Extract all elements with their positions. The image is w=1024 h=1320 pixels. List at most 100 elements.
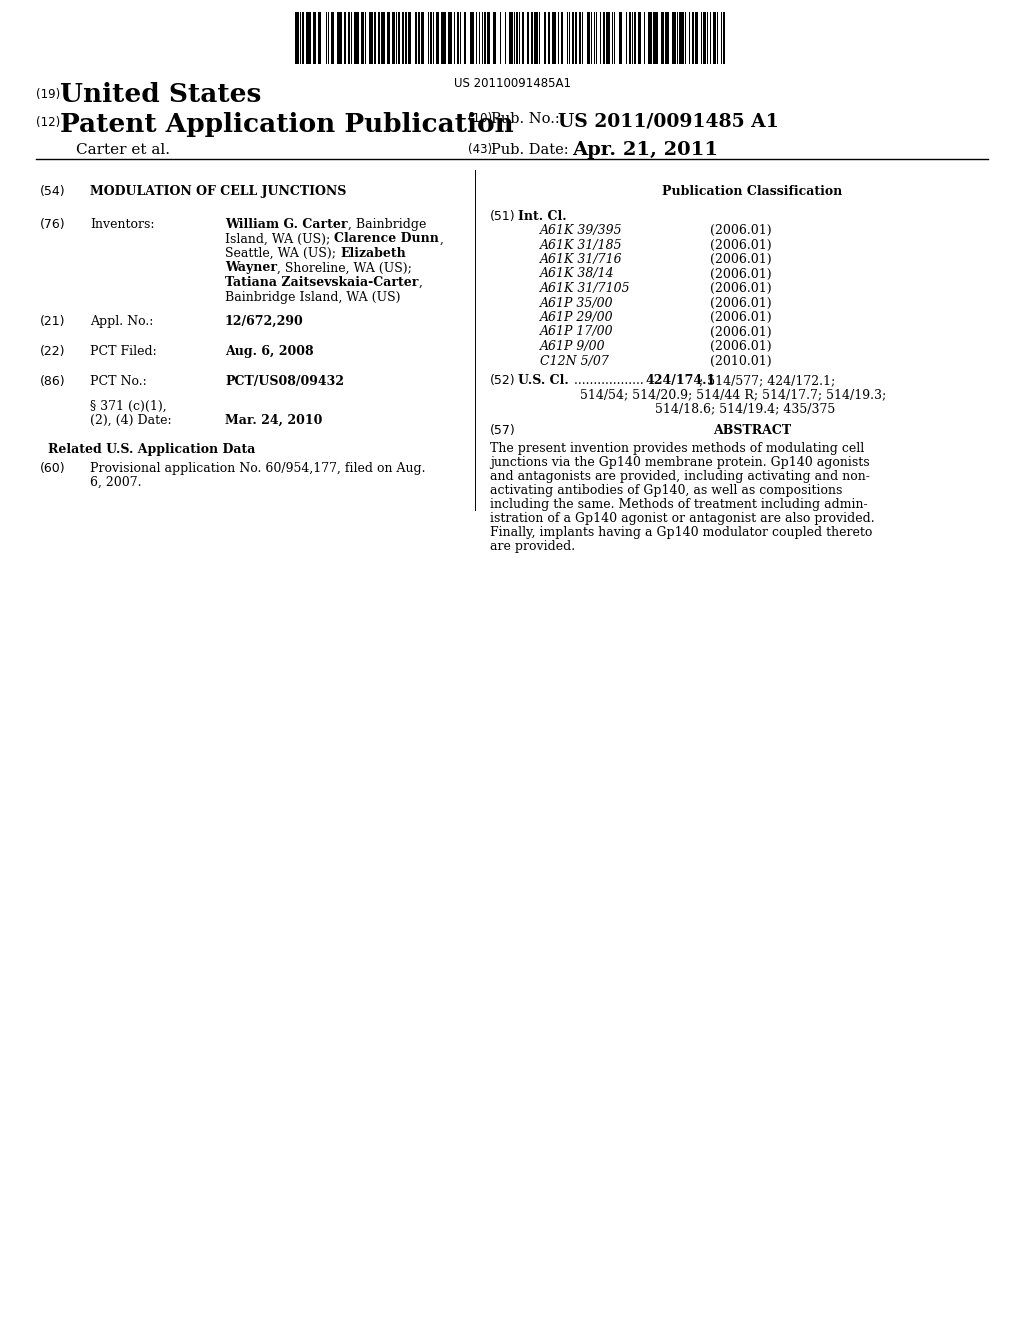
Text: Provisional application No. 60/954,177, filed on Aug.: Provisional application No. 60/954,177, … <box>90 462 426 475</box>
Text: and antagonists are provided, including activating and non-: and antagonists are provided, including … <box>490 470 869 483</box>
Text: activating antibodies of Gp140, as well as compositions: activating antibodies of Gp140, as well … <box>490 484 843 498</box>
Bar <box>470 12 474 63</box>
Bar <box>493 12 496 63</box>
Text: A61K 39/395: A61K 39/395 <box>540 224 623 238</box>
Text: The present invention provides methods of modulating cell: The present invention provides methods o… <box>490 442 864 455</box>
Bar <box>381 12 385 63</box>
Text: 514/18.6; 514/19.4; 435/375: 514/18.6; 514/19.4; 435/375 <box>655 403 836 414</box>
Text: C12N 5/07: C12N 5/07 <box>540 355 609 367</box>
Bar <box>552 12 556 63</box>
Text: (2006.01): (2006.01) <box>710 312 772 323</box>
Text: (12): (12) <box>36 116 60 129</box>
Text: (10): (10) <box>468 112 493 125</box>
Bar <box>648 12 652 63</box>
Text: (2006.01): (2006.01) <box>710 326 772 338</box>
Bar <box>587 12 590 63</box>
Bar <box>302 12 304 63</box>
Text: U.S. Cl.: U.S. Cl. <box>518 374 568 387</box>
Bar <box>579 12 581 63</box>
Bar <box>402 12 404 63</box>
Bar <box>544 12 546 63</box>
Text: Publication Classification: Publication Classification <box>662 185 842 198</box>
Text: (2006.01): (2006.01) <box>710 282 772 294</box>
Text: A61K 38/14: A61K 38/14 <box>540 268 614 281</box>
Text: Inventors:: Inventors: <box>90 218 155 231</box>
Bar <box>723 12 725 63</box>
Bar <box>618 12 622 63</box>
Text: ..................: .................. <box>570 374 648 387</box>
Text: (22): (22) <box>40 345 66 358</box>
Bar <box>306 12 311 63</box>
Bar <box>344 12 346 63</box>
Bar <box>441 12 446 63</box>
Text: (2010.01): (2010.01) <box>710 355 772 367</box>
Bar <box>449 12 452 63</box>
Bar <box>653 12 658 63</box>
Text: istration of a Gp140 agonist or antagonist are also provided.: istration of a Gp140 agonist or antagoni… <box>490 512 874 525</box>
Bar <box>531 12 534 63</box>
Text: ,: , <box>439 232 443 246</box>
Text: A61P 35/00: A61P 35/00 <box>540 297 613 309</box>
Text: A61K 31/716: A61K 31/716 <box>540 253 623 267</box>
Bar <box>695 12 698 63</box>
Text: 12/672,290: 12/672,290 <box>225 315 304 327</box>
Text: 6, 2007.: 6, 2007. <box>90 477 141 488</box>
Bar <box>418 12 420 63</box>
Text: (43): (43) <box>468 143 493 156</box>
Bar <box>703 12 706 63</box>
Text: Clarence Dunn: Clarence Dunn <box>334 232 439 246</box>
Bar <box>572 12 574 63</box>
Bar <box>534 12 538 63</box>
Bar <box>672 12 676 63</box>
Text: (54): (54) <box>40 185 66 198</box>
Text: junctions via the Gp140 membrane protein. Gp140 agonists: junctions via the Gp140 membrane protein… <box>490 455 869 469</box>
Text: (2006.01): (2006.01) <box>710 297 772 309</box>
Bar <box>421 12 424 63</box>
Bar <box>408 12 411 63</box>
Text: Bainbridge Island, WA (US): Bainbridge Island, WA (US) <box>225 290 400 304</box>
Text: Pub. Date:: Pub. Date: <box>490 143 568 157</box>
Text: ; 514/577; 424/172.1;: ; 514/577; 424/172.1; <box>699 374 836 387</box>
Text: (52): (52) <box>490 374 516 387</box>
Text: A61K 31/185: A61K 31/185 <box>540 239 623 252</box>
Text: Elizabeth: Elizabeth <box>340 247 406 260</box>
Bar <box>509 12 513 63</box>
Bar <box>484 12 486 63</box>
Text: Finally, implants having a Gp140 modulator coupled thereto: Finally, implants having a Gp140 modulat… <box>490 525 872 539</box>
Text: (2006.01): (2006.01) <box>710 239 772 252</box>
Text: A61P 17/00: A61P 17/00 <box>540 326 613 338</box>
Text: Patent Application Publication: Patent Application Publication <box>60 112 514 137</box>
Bar <box>527 12 529 63</box>
Bar <box>354 12 359 63</box>
Text: (57): (57) <box>490 424 516 437</box>
Text: Tatiana Zaitsevskaia-Carter: Tatiana Zaitsevskaia-Carter <box>225 276 419 289</box>
Bar <box>374 12 376 63</box>
Text: Island, WA (US);: Island, WA (US); <box>225 232 334 246</box>
Bar <box>606 12 610 63</box>
Bar <box>464 12 466 63</box>
Bar <box>369 12 373 63</box>
Bar <box>457 12 459 63</box>
Text: including the same. Methods of treatment including admin-: including the same. Methods of treatment… <box>490 498 867 511</box>
Bar <box>387 12 390 63</box>
Bar <box>378 12 380 63</box>
Bar <box>487 12 490 63</box>
Bar <box>575 12 577 63</box>
Bar <box>522 12 524 63</box>
Text: William G. Carter: William G. Carter <box>225 218 347 231</box>
Bar <box>548 12 550 63</box>
Text: , Bainbridge: , Bainbridge <box>347 218 426 231</box>
Text: Appl. No.:: Appl. No.: <box>90 315 154 327</box>
Bar <box>331 12 334 63</box>
Text: A61P 29/00: A61P 29/00 <box>540 312 613 323</box>
Text: PCT/US08/09432: PCT/US08/09432 <box>225 375 344 388</box>
Text: 514/54; 514/20.9; 514/44 R; 514/17.7; 514/19.3;: 514/54; 514/20.9; 514/44 R; 514/17.7; 51… <box>580 388 886 401</box>
Text: (76): (76) <box>40 218 66 231</box>
Text: ,: , <box>419 276 422 289</box>
Text: (2), (4) Date:: (2), (4) Date: <box>90 414 172 426</box>
Text: (2006.01): (2006.01) <box>710 341 772 352</box>
Bar <box>603 12 605 63</box>
Text: Int. Cl.: Int. Cl. <box>518 210 566 223</box>
Bar <box>318 12 321 63</box>
Text: (2006.01): (2006.01) <box>710 268 772 281</box>
